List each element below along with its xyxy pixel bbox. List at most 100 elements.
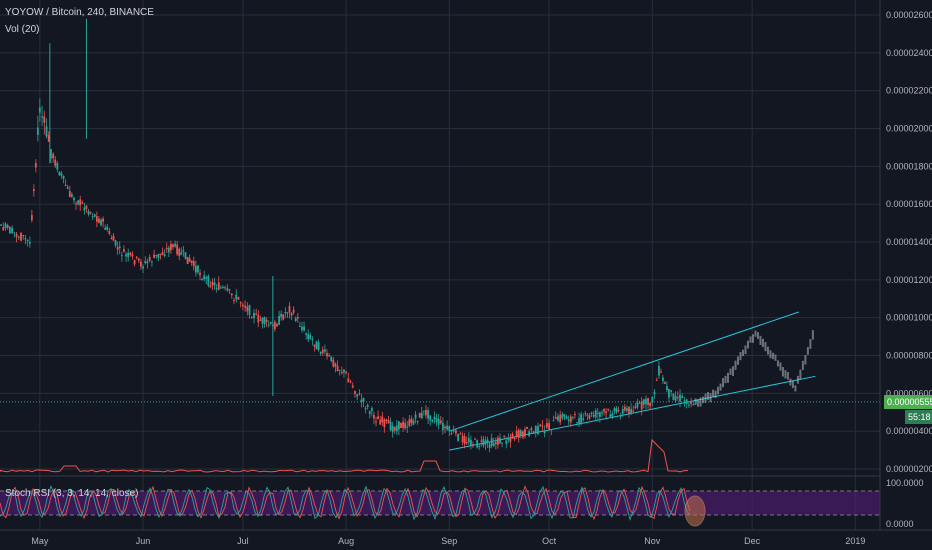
candle-body <box>60 173 63 176</box>
candle-body <box>50 149 52 159</box>
candle-body <box>303 326 305 331</box>
candle-body <box>377 416 380 420</box>
time-tick-label: Dec <box>744 536 761 546</box>
candle-body <box>222 286 224 288</box>
candle-body <box>267 324 270 326</box>
candle-body <box>263 317 266 325</box>
projection-bar <box>751 334 754 343</box>
candle-body <box>450 433 453 435</box>
projection-bar <box>722 378 725 388</box>
candle-body <box>472 444 474 446</box>
candle-body <box>509 438 512 442</box>
candle-body <box>319 351 322 354</box>
candle-body <box>192 260 195 267</box>
candle-body <box>609 414 612 417</box>
candle-body <box>563 414 566 417</box>
candle-body <box>494 442 497 444</box>
candle-body <box>235 294 238 300</box>
candle-body <box>230 293 233 296</box>
candle-body <box>674 395 677 401</box>
candle-body <box>211 281 214 286</box>
stoch-upper-label: 100.0000 <box>886 478 924 488</box>
candle-body <box>274 322 276 330</box>
candle-body <box>465 442 468 444</box>
candle-body <box>127 252 130 258</box>
candle-body <box>165 248 168 250</box>
candle-body <box>286 312 289 314</box>
price-tick-label: 0.00001000 <box>886 313 932 323</box>
candle-body <box>427 410 429 419</box>
volume-line <box>0 438 689 473</box>
candle-body <box>237 297 240 300</box>
candle-body <box>250 317 253 319</box>
candle-body <box>142 266 144 269</box>
price-tick-label: 0.00002600 <box>886 10 932 20</box>
candle-body <box>334 363 337 367</box>
candle-body <box>435 418 438 423</box>
candle-body <box>148 256 151 261</box>
candle-body <box>41 116 43 118</box>
projection-bar <box>781 367 784 377</box>
projection-bar <box>764 342 767 352</box>
candle-body <box>521 431 524 438</box>
candle-body <box>526 426 528 429</box>
stoch-rsi-label: Stoch RSI (3, 3, 14, 14, close) <box>5 488 139 499</box>
candle-body <box>513 438 516 440</box>
candle-body <box>282 314 285 320</box>
candle-body <box>685 399 688 405</box>
candle-body <box>259 319 262 321</box>
candle-body <box>233 300 235 302</box>
candle-body <box>336 365 339 371</box>
candle-body <box>490 438 493 446</box>
candle-body <box>87 210 90 215</box>
candle-body <box>95 216 98 222</box>
candle-body <box>144 260 147 264</box>
price-tick-label: 0.00001400 <box>886 237 932 247</box>
candle-body <box>402 421 404 428</box>
candle-body <box>578 418 580 425</box>
candle-body <box>379 419 382 425</box>
projection-bar <box>697 399 700 407</box>
candle-body <box>561 414 564 419</box>
candle-body <box>653 391 656 395</box>
candle-body <box>70 194 73 197</box>
candle-body <box>269 322 272 324</box>
candle-body <box>452 430 455 432</box>
candle-body <box>298 325 301 327</box>
candle-body <box>129 252 132 255</box>
candle-body <box>511 433 514 439</box>
candle-body <box>488 444 491 448</box>
candle-body <box>178 248 181 256</box>
projection-bar <box>702 396 705 404</box>
price-axis[interactable]: 0.00002600 0.00002400 0.00002200 0.00002000… <box>879 0 932 530</box>
projection-bar <box>729 368 732 375</box>
candle-body <box>548 423 551 431</box>
candle-body <box>199 272 201 276</box>
candle-body <box>326 353 328 357</box>
candle-body <box>469 439 472 447</box>
candle-body <box>370 407 373 412</box>
projection-bar <box>799 369 802 380</box>
candle-body <box>328 355 331 357</box>
candle-body <box>343 369 345 373</box>
candle-body <box>176 244 179 255</box>
candle-body <box>383 419 386 428</box>
candle-body <box>32 189 35 192</box>
candle-body <box>621 409 624 414</box>
candle-body <box>356 394 359 397</box>
candle-body <box>672 393 675 400</box>
candle-body <box>607 409 610 411</box>
candle-body <box>58 171 61 176</box>
candle-body <box>476 439 479 448</box>
candle-body <box>224 287 227 289</box>
candle-body <box>313 344 316 347</box>
stoch-line <box>0 485 691 521</box>
time-tick-label: Oct <box>542 536 557 546</box>
time-axis[interactable]: May Jun Jul Aug Sep Oct Nov Dec 2019 <box>0 529 932 546</box>
candle-body <box>161 252 164 255</box>
candle-body <box>594 410 597 418</box>
candle-body <box>679 394 681 402</box>
candle-body <box>163 254 166 257</box>
channel-upper <box>449 311 799 432</box>
